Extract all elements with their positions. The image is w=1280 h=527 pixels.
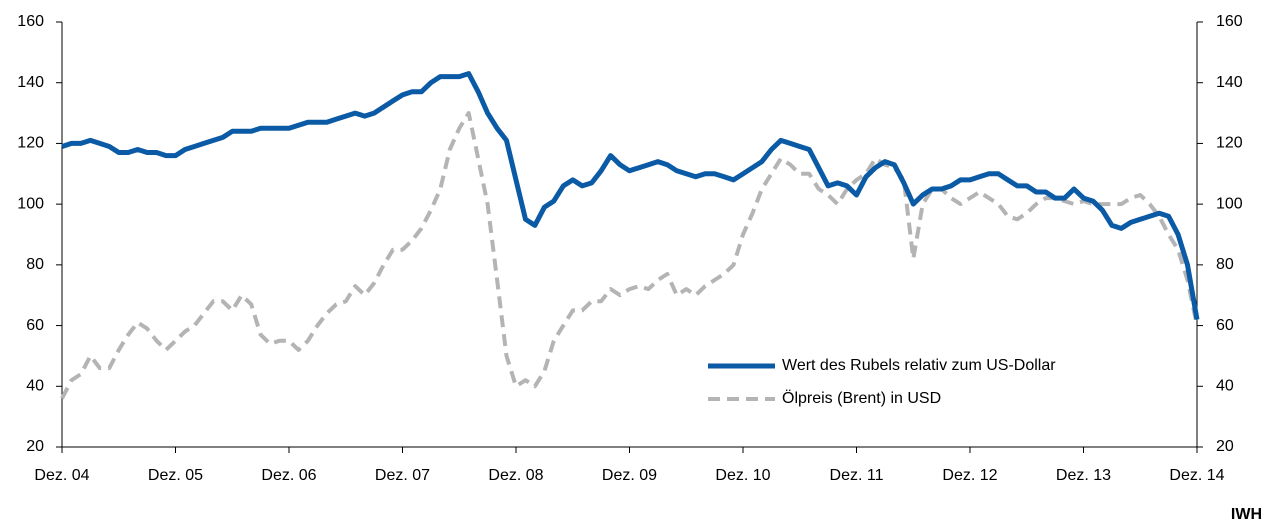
y-tick-label: 160	[17, 13, 44, 30]
y-tick-label: 20	[26, 438, 44, 455]
legend-label: Wert des Rubels relativ zum US-Dollar	[782, 357, 1056, 374]
series-line	[61, 71, 1200, 320]
source: IWH	[1231, 506, 1262, 523]
x-tick-label: Dez. 09	[602, 467, 657, 484]
y2-tick-label: 160	[1216, 13, 1243, 30]
series-line	[60, 111, 1199, 400]
y2-tick-label: 80	[1216, 256, 1234, 273]
y-tick-label: 120	[17, 135, 44, 152]
y2-tick-label: 120	[1216, 135, 1243, 152]
y2-tick-label: 60	[1216, 317, 1234, 334]
x-tick-label: Dez. 11	[830, 467, 884, 484]
y2-tick-label: 100	[1216, 195, 1243, 212]
x-tick-label: Dez. 04	[34, 467, 89, 484]
y2-tick-label: 40	[1216, 378, 1234, 395]
y-tick-label: 140	[17, 74, 44, 91]
x-tick-label: Dez. 05	[148, 467, 203, 484]
y-tick-label: 60	[26, 317, 44, 334]
x-tick-label: Dez. 12	[942, 467, 997, 484]
legend-label: Ölpreis (Brent) in USD	[782, 389, 941, 407]
y2-tick-label: 140	[1216, 74, 1243, 91]
x-tick-label: Dez. 14	[1169, 467, 1224, 484]
x-tick-label: Dez. 06	[261, 467, 316, 484]
y-tick-label: 40	[26, 378, 44, 395]
y-tick-label: 80	[26, 256, 44, 273]
x-tick-label: Dez. 10	[715, 467, 770, 484]
x-tick-label: Dez. 07	[375, 467, 430, 484]
x-tick-label: Dez. 08	[488, 467, 543, 484]
y2-tick-label: 20	[1216, 438, 1234, 455]
x-tick-label: Dez. 13	[1056, 467, 1111, 484]
y-tick-label: 100	[17, 195, 44, 212]
